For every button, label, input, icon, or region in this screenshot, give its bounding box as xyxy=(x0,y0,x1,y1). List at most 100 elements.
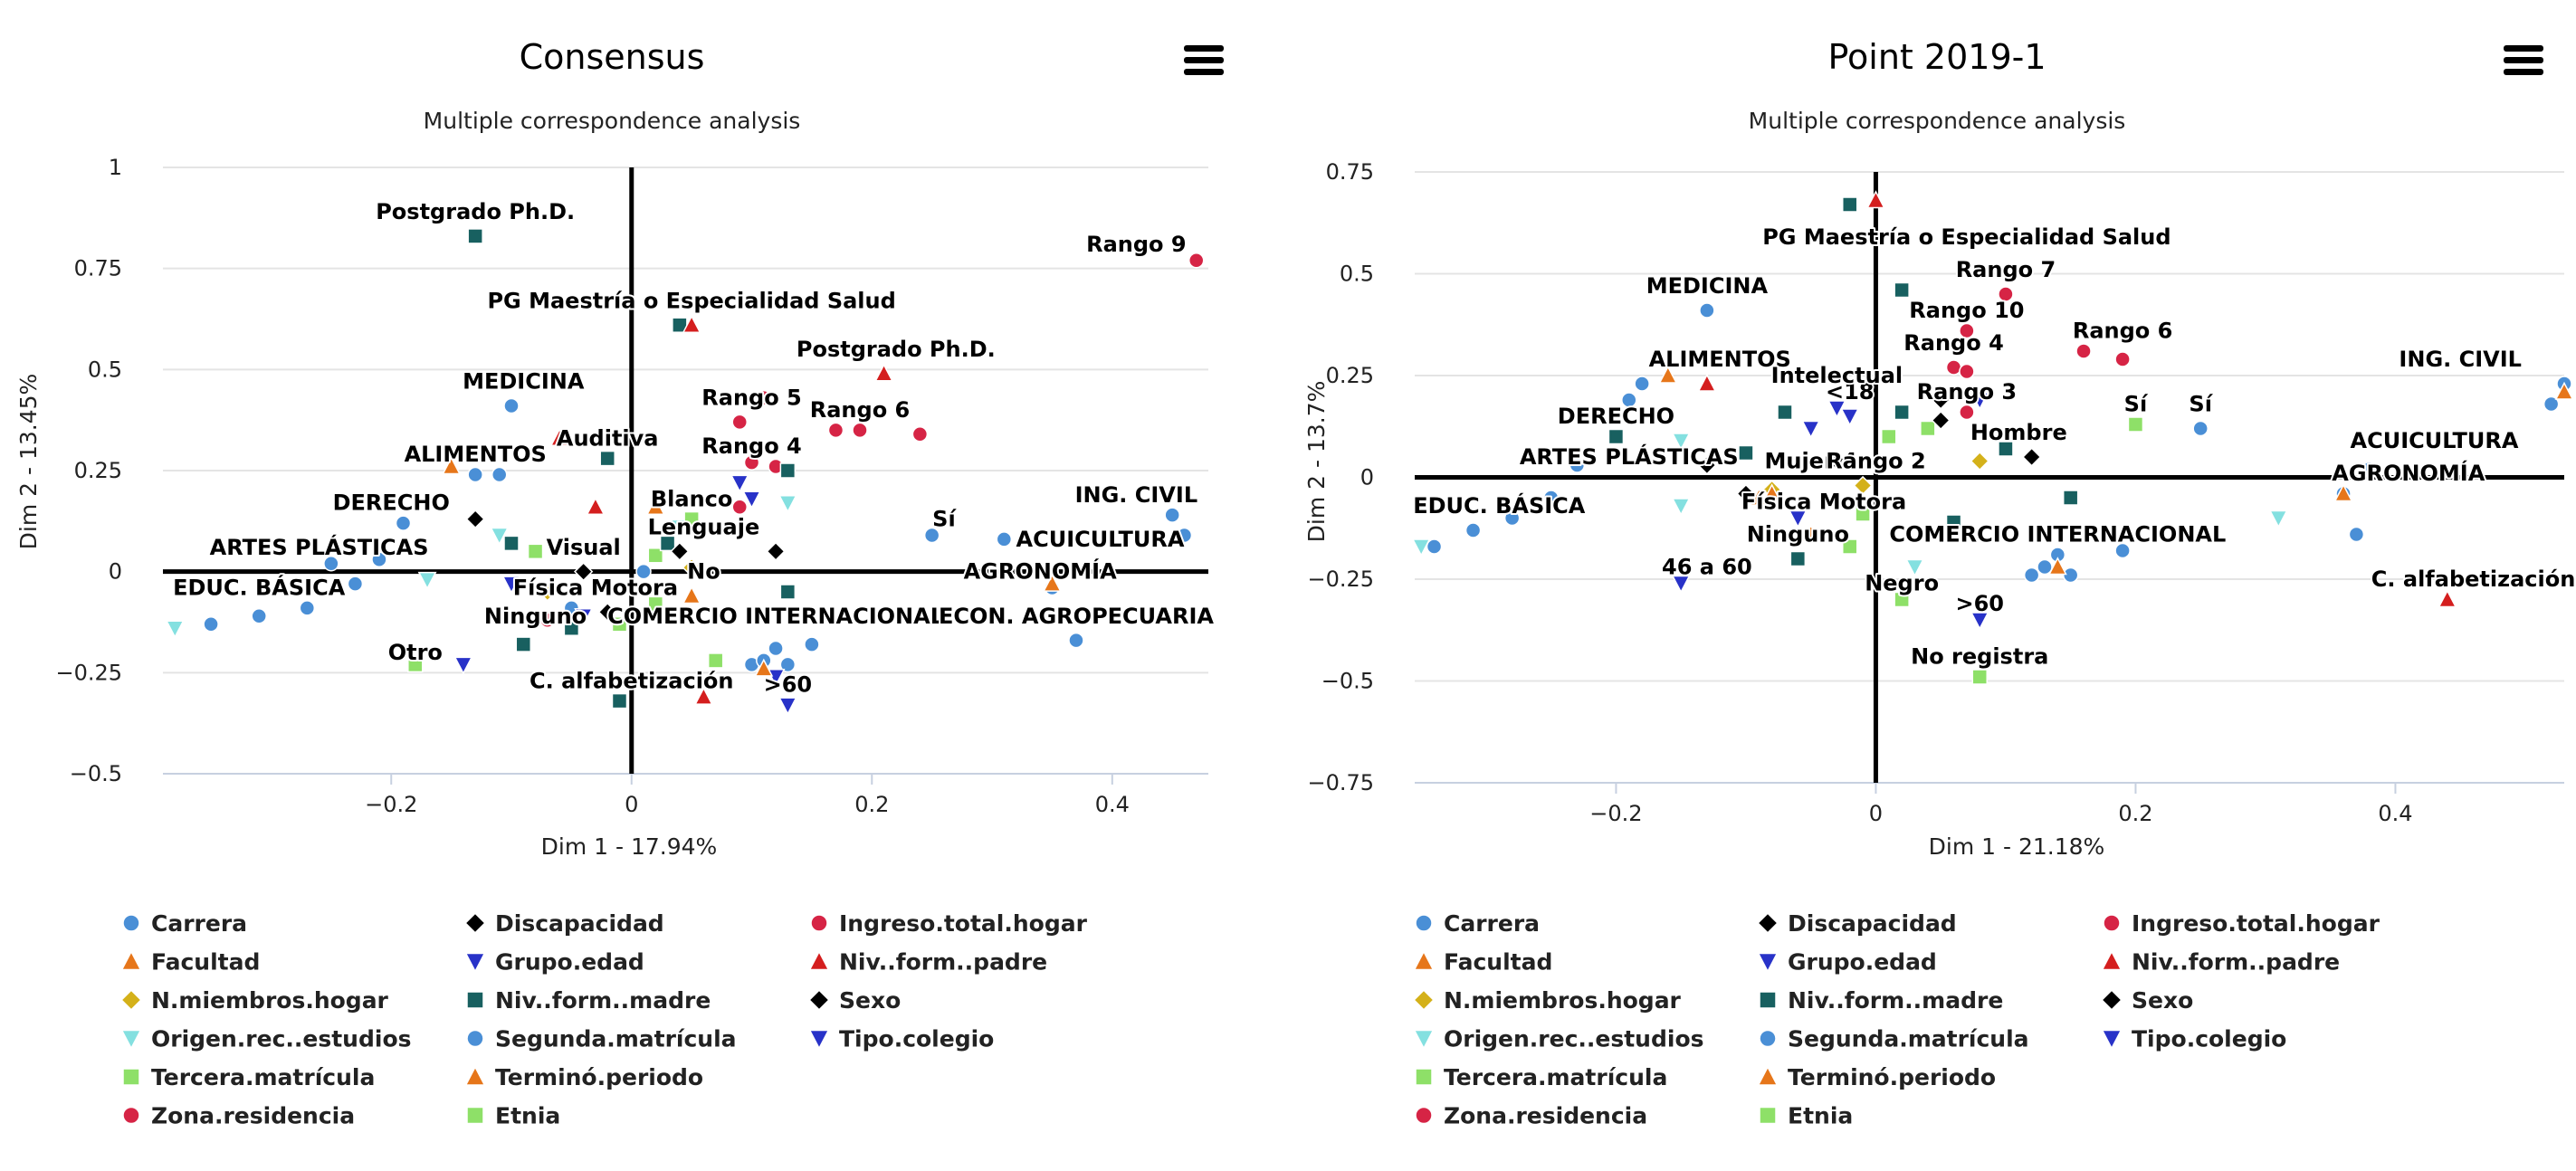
legend-item: Zona.residencia xyxy=(151,1103,355,1129)
y-tick-label: −0.5 xyxy=(70,761,122,786)
data-point xyxy=(1068,632,1084,649)
point-label: >60 xyxy=(1955,591,2004,616)
data-point xyxy=(442,456,462,475)
data-point xyxy=(1188,252,1205,269)
data-point xyxy=(1621,392,1637,408)
point-label: >60 xyxy=(764,672,813,698)
data-point xyxy=(683,510,700,528)
data-point xyxy=(299,600,316,616)
data-point xyxy=(1788,509,1808,528)
legend-marker xyxy=(464,1065,486,1086)
data-point xyxy=(645,496,665,515)
data-point xyxy=(670,541,690,561)
legend-marker xyxy=(466,991,484,1009)
point-label: Visual xyxy=(547,535,621,560)
data-point xyxy=(453,656,473,675)
data-point xyxy=(1970,392,1989,411)
x-tick-label: 0.2 xyxy=(854,792,889,817)
data-point xyxy=(2268,509,2288,528)
x-axis-label: Dim 1 - 21.18% xyxy=(1929,833,2105,860)
chart-title: Point 2019-1 xyxy=(1827,37,2046,77)
data-point xyxy=(597,602,617,622)
data-point xyxy=(538,582,558,602)
legend-marker xyxy=(120,989,142,1011)
data-point xyxy=(2114,351,2131,367)
legend-marker xyxy=(2101,1029,2123,1050)
data-point xyxy=(1777,404,1793,421)
data-point xyxy=(647,547,664,564)
point-label: AGRONOMÍA xyxy=(2332,460,2485,486)
data-point xyxy=(1542,490,1560,506)
data-point xyxy=(779,656,797,673)
data-point xyxy=(465,509,485,529)
data-point xyxy=(2554,381,2574,400)
data-point xyxy=(1894,404,1910,421)
point-label: C. alfabetización xyxy=(2371,566,2576,592)
data-point xyxy=(467,228,483,244)
data-point xyxy=(539,612,556,629)
data-point xyxy=(1959,404,1975,421)
legend-marker xyxy=(1413,1029,1435,1050)
legend-marker xyxy=(1413,989,1435,1011)
legend-marker xyxy=(1759,991,1777,1009)
point-label: Intelectual xyxy=(1771,363,1903,388)
point-label: Postgrado Ph.D. xyxy=(797,337,996,362)
legend-item: Sexo xyxy=(2132,987,2193,1014)
data-point xyxy=(467,466,483,483)
point-label: ARTES PLÁSTICAS xyxy=(1520,443,1739,470)
legend-marker xyxy=(1759,1106,1777,1125)
data-point xyxy=(768,640,784,657)
point-label: ACUICULTURA xyxy=(2351,428,2519,453)
data-point xyxy=(503,535,520,552)
data-point xyxy=(1503,509,1521,527)
data-point xyxy=(911,426,929,443)
y-tick-label: 0 xyxy=(1360,465,1374,490)
legend-item: Tercera.matrícula xyxy=(1444,1064,1667,1090)
data-point xyxy=(407,656,424,673)
data-point xyxy=(693,686,713,705)
legend-marker xyxy=(1759,1029,1777,1048)
chart-subtitle: Multiple correspondence analysis xyxy=(424,108,801,134)
data-point xyxy=(1789,550,1807,567)
data-point xyxy=(503,397,520,414)
data-point xyxy=(1841,196,1858,213)
point-label: Mujer 4 xyxy=(1764,449,1856,474)
data-point xyxy=(1945,514,1962,530)
legend-item: Tipo.colegio xyxy=(839,1026,994,1052)
point-label: PG Maestría o Especialidad Salud xyxy=(1762,224,2171,250)
hamburger-menu-icon[interactable] xyxy=(1184,45,1224,78)
point-label: Blanco xyxy=(651,486,733,511)
legend-item: Niv..form..padre xyxy=(839,949,1047,976)
y-tick-label: 1 xyxy=(109,155,122,180)
point-label: Negro xyxy=(1865,571,1939,596)
x-tick-label: −0.2 xyxy=(1589,801,1642,826)
y-tick-label: −0.5 xyxy=(1321,669,1374,694)
point-label: Física Motora xyxy=(513,576,678,601)
data-point xyxy=(563,600,580,616)
point-label: COMERCIO INTERNACIONAL xyxy=(1889,522,2226,547)
data-point xyxy=(682,557,701,577)
point-label: Rango 5 xyxy=(701,386,801,411)
legend-marker xyxy=(464,952,486,973)
point-label: 46 a 60 xyxy=(1662,555,1752,580)
legend-marker xyxy=(808,950,830,971)
legend-item: Discapacidad xyxy=(495,910,664,937)
x-tick-label: −0.2 xyxy=(365,792,417,817)
data-point xyxy=(371,551,387,568)
data-point xyxy=(730,474,749,493)
data-point xyxy=(2543,395,2560,413)
data-point xyxy=(515,636,532,652)
data-point xyxy=(743,454,760,471)
data-point xyxy=(1931,390,1951,410)
data-point xyxy=(731,414,748,431)
legend-item: Terminó.periodo xyxy=(1788,1064,1996,1090)
data-point xyxy=(1959,363,1975,380)
data-point xyxy=(1827,451,1847,471)
legend-item: Tipo.colegio xyxy=(2132,1026,2286,1052)
hamburger-menu-icon[interactable] xyxy=(2504,45,2543,78)
point-label: ALIMENTOS xyxy=(1649,347,1791,372)
point-label: Rango 9 xyxy=(1086,232,1186,257)
chart-panel-consensus: Consensus Multiple correspondence analys… xyxy=(15,37,1224,1129)
legend-item: Niv..form..madre xyxy=(495,987,711,1014)
data-point xyxy=(804,636,820,652)
